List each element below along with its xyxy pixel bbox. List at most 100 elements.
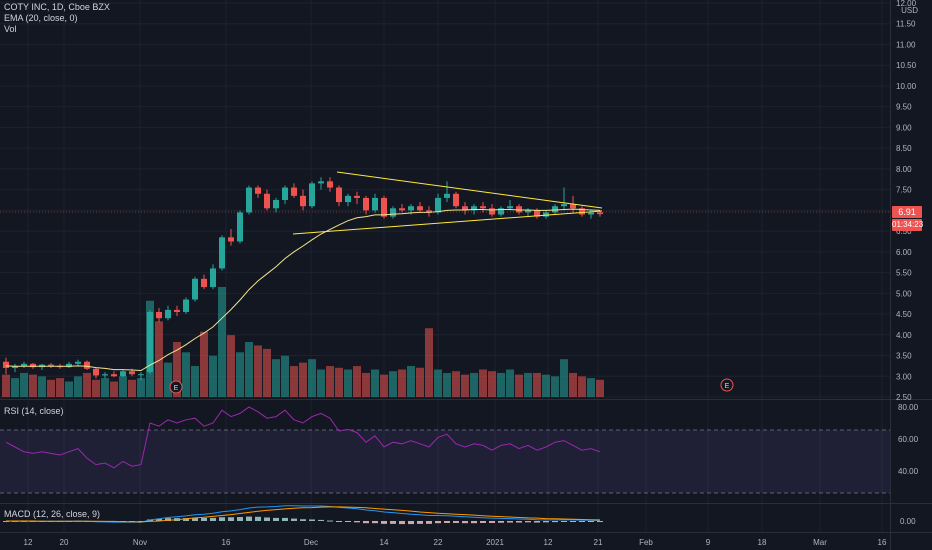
volume-bar [317, 369, 325, 397]
volume-bar [524, 372, 532, 397]
volume-bar [452, 371, 460, 397]
volume-legend[interactable]: Vol [4, 24, 17, 34]
volume-bar [272, 359, 280, 397]
macd-histogram-bar [201, 517, 207, 521]
volume-bar [218, 287, 226, 397]
candle-body [246, 187, 252, 213]
candle-body [156, 311, 162, 319]
volume-bar [299, 362, 307, 397]
earnings-marker[interactable]: E [720, 378, 734, 392]
rsi-legend[interactable]: RSI (14, close) [4, 406, 64, 416]
candle-body [75, 361, 81, 364]
macd-histogram-bar [588, 521, 594, 522]
price-tick-label: 4.50 [896, 310, 912, 319]
macd-histogram-bar [309, 519, 315, 521]
ema-legend[interactable]: EMA (20, close, 0) [4, 13, 78, 23]
time-tick-label: Feb [639, 538, 653, 547]
candle-body [21, 363, 27, 366]
volume-bar [20, 372, 28, 397]
macd-histogram-bar [390, 521, 396, 524]
candle-body [309, 183, 315, 207]
macd-histogram-bar [255, 516, 261, 521]
candle-body [84, 361, 90, 369]
currency-label: USD [901, 6, 918, 15]
volume-bar [173, 342, 181, 397]
rsi-pane-legend[interactable]: RSI (14, close) [4, 406, 64, 417]
price-tick-label: 11.00 [896, 40, 916, 49]
macd-histogram-bar [435, 521, 441, 524]
volume-bar [533, 372, 541, 397]
candle-body [426, 210, 432, 213]
volume-bar [380, 374, 388, 397]
volume-bar [182, 352, 190, 397]
volume-bar [569, 372, 577, 397]
candle-body [498, 208, 504, 215]
rsi-tick-label: 80.00 [898, 403, 919, 412]
volume-bar [461, 374, 469, 397]
volume-bar [92, 379, 100, 397]
macd-legend[interactable]: MACD (12, 26, close, 9) [4, 509, 101, 519]
candle-body [408, 206, 414, 211]
macd-histogram-bar [480, 521, 486, 523]
volume-bar [389, 371, 397, 397]
candle-body [381, 197, 387, 217]
volume-bar [119, 376, 127, 397]
time-axis[interactable]: 12 20 Nov 16 Dec 14 22 2021 12 21 Feb 9 18 Mar 16 [24, 538, 887, 547]
candlesticks[interactable] [3, 177, 603, 381]
volume-bar [254, 345, 262, 397]
ema-line [5, 208, 601, 372]
volume-bar [155, 321, 163, 397]
macd-histogram-bar [489, 521, 495, 523]
earnings-marker[interactable]: E [169, 380, 183, 394]
volume-bar [38, 376, 46, 397]
volume-bar [236, 352, 244, 397]
macd-histogram-bar [228, 517, 234, 521]
candle-body [453, 193, 459, 207]
candle-body [237, 212, 243, 242]
price-tick-label: 9.00 [896, 123, 912, 132]
macd-histogram-bar [219, 517, 225, 521]
triangle-trendlines [292, 171, 603, 235]
signal-line [6, 506, 601, 523]
macd-histogram-bar [237, 517, 243, 521]
candle-body [300, 195, 306, 207]
candle-body [588, 212, 594, 215]
candle-body [138, 374, 144, 376]
price-axis[interactable]: 2.503.003.504.004.505.005.506.006.507.00… [896, 0, 917, 402]
macd-pane-legend[interactable]: MACD (12, 26, close, 9) [4, 509, 100, 520]
volume-bar [353, 366, 361, 397]
candle-body [534, 210, 540, 217]
candle-body [570, 204, 576, 209]
candle-body [264, 193, 270, 209]
symbol-legend[interactable]: COTY INC, 1D, Cboe BZX [4, 2, 110, 12]
candle-body [336, 187, 342, 203]
candle-body [30, 363, 36, 368]
macd-histogram-bar [561, 521, 567, 522]
price-tick-label: 8.00 [896, 165, 912, 174]
macd-histogram-bar [291, 518, 297, 521]
candle-body [192, 278, 198, 300]
macd-histogram-bar [471, 521, 477, 524]
macd-histogram-bar [246, 516, 252, 521]
earnings-marker-label: E [174, 385, 179, 392]
time-tick-label: 12 [544, 538, 553, 547]
candle-body [48, 364, 54, 366]
time-tick-label: 16 [222, 538, 231, 547]
price-pane-legend[interactable]: COTY INC, 1D, Cboe BZX EMA (20, close, 0… [4, 2, 110, 35]
bar-countdown-badge: 01:34:23 [892, 219, 924, 231]
candle-body [3, 361, 9, 368]
candle-body [282, 187, 288, 200]
price-tick-label: 4.00 [896, 331, 912, 340]
rsi-band [0, 430, 890, 493]
volume-bar [137, 378, 145, 397]
macd-histogram-bar [381, 521, 387, 524]
macd-histogram-bar [543, 521, 549, 523]
macd-histogram-bar [462, 521, 468, 524]
price-tick-label: 8.50 [896, 144, 912, 153]
candle-body [102, 374, 108, 376]
candle-body [399, 208, 405, 211]
macd-histogram-bar [570, 521, 576, 522]
rsi-line [5, 406, 601, 469]
macd-histogram-bar [399, 521, 405, 525]
